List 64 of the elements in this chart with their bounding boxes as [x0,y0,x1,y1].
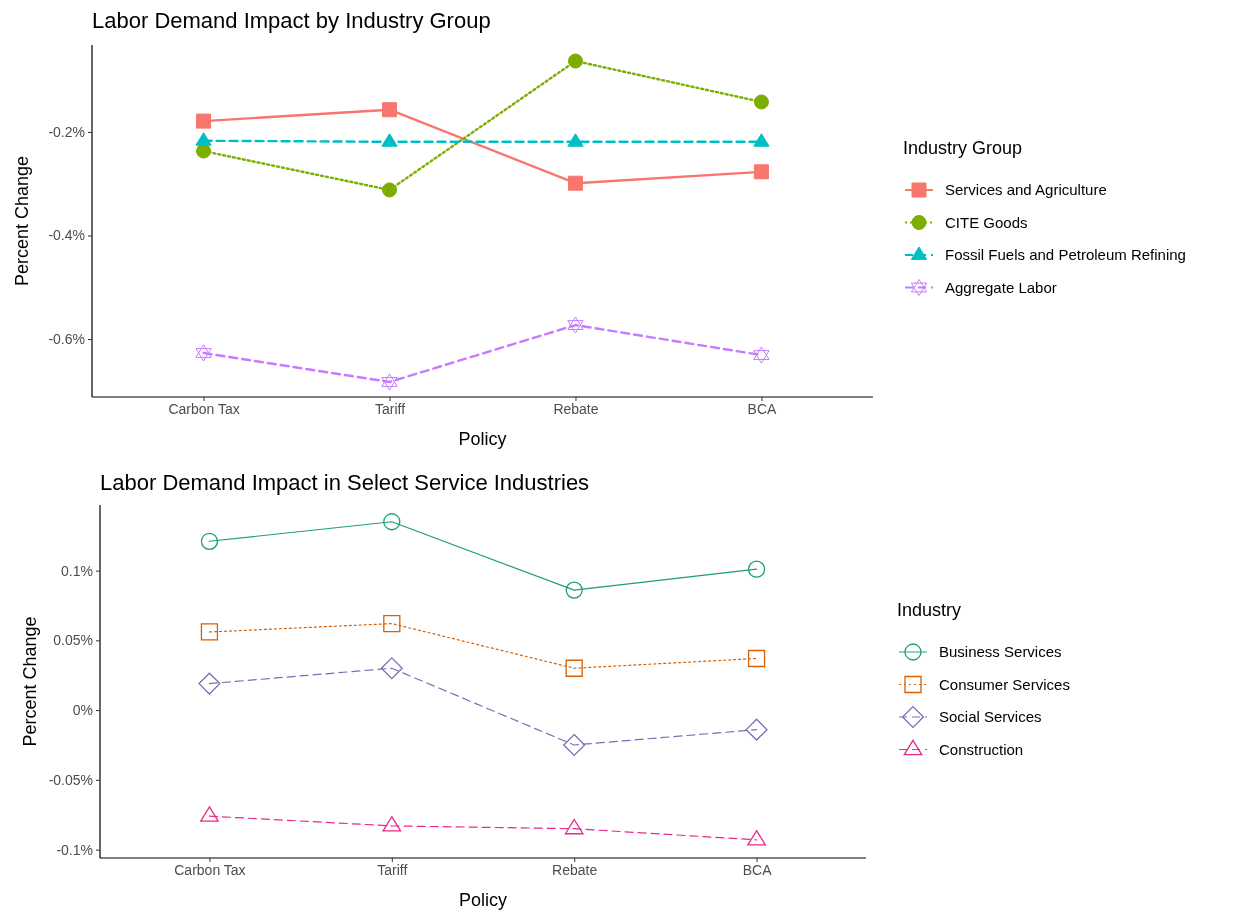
point [200,806,219,822]
point [381,373,398,391]
x-axis-title: Policy [458,890,508,910]
point [753,94,769,110]
legend-label: CITE Goods [945,213,1028,231]
point [381,133,398,147]
x-tick-label: BCA [742,861,773,878]
point [564,818,584,835]
point [198,672,221,695]
legend-label: Construction [939,740,1024,758]
legend-label: Fossil Fuels and Petroleum Refining [945,246,1186,263]
point [753,346,770,364]
point [563,733,586,757]
point [382,182,398,198]
legend-title: Industry [897,600,962,620]
point [382,102,398,118]
chart-title: Labor Demand Impact in Select Service Industries [100,470,590,495]
point [565,659,583,677]
point [567,175,583,191]
y-axis-title: Percent Change [20,616,40,747]
x-tick-label: Tariff [374,400,406,417]
point [196,113,212,129]
legend-label: Social Services [939,708,1042,725]
point [195,344,212,362]
point [383,513,401,531]
y-tick-label: 0.05% [53,632,93,649]
x-axis-title: Policy [458,429,507,449]
point [200,532,219,550]
legend-title: Industry Group [903,138,1023,158]
y-tick-label: -0.4% [48,227,85,244]
legend-label: Consumer Services [939,675,1070,693]
point [753,164,769,180]
x-tick-label: Carbon Tax [168,400,240,417]
y-tick-label: 0.1% [61,562,93,579]
point [567,53,583,69]
y-tick-label: -0.2% [48,123,85,140]
y-axis-title: Percent Change [12,155,32,287]
point [380,657,403,680]
legend-label: Aggregate Labor [945,278,1057,296]
y-tick-label: -0.05% [48,771,93,788]
point [383,614,401,633]
point [567,316,584,334]
point [747,649,766,668]
x-tick-label: Carbon Tax [174,861,246,878]
point [565,581,583,599]
legend-label: Business Services [939,643,1062,660]
point [747,560,766,578]
point [747,830,766,846]
y-tick-label: -0.1% [56,841,93,858]
chart-title: Labor Demand Impact by Industry Group [92,8,491,33]
point [196,143,212,159]
y-tick-label: 0% [72,702,93,719]
point [382,816,402,832]
x-tick-label: Rebate [552,861,598,878]
y-tick-label: -0.6% [48,331,85,347]
point [753,133,770,147]
point [745,718,768,741]
point [567,133,584,147]
point [200,623,219,641]
x-tick-label: Rebate [553,400,599,417]
point [195,132,212,146]
legend-label: Services and Agriculture [945,181,1107,198]
x-tick-label: BCA [747,400,777,417]
x-tick-label: Tariff [377,861,408,878]
